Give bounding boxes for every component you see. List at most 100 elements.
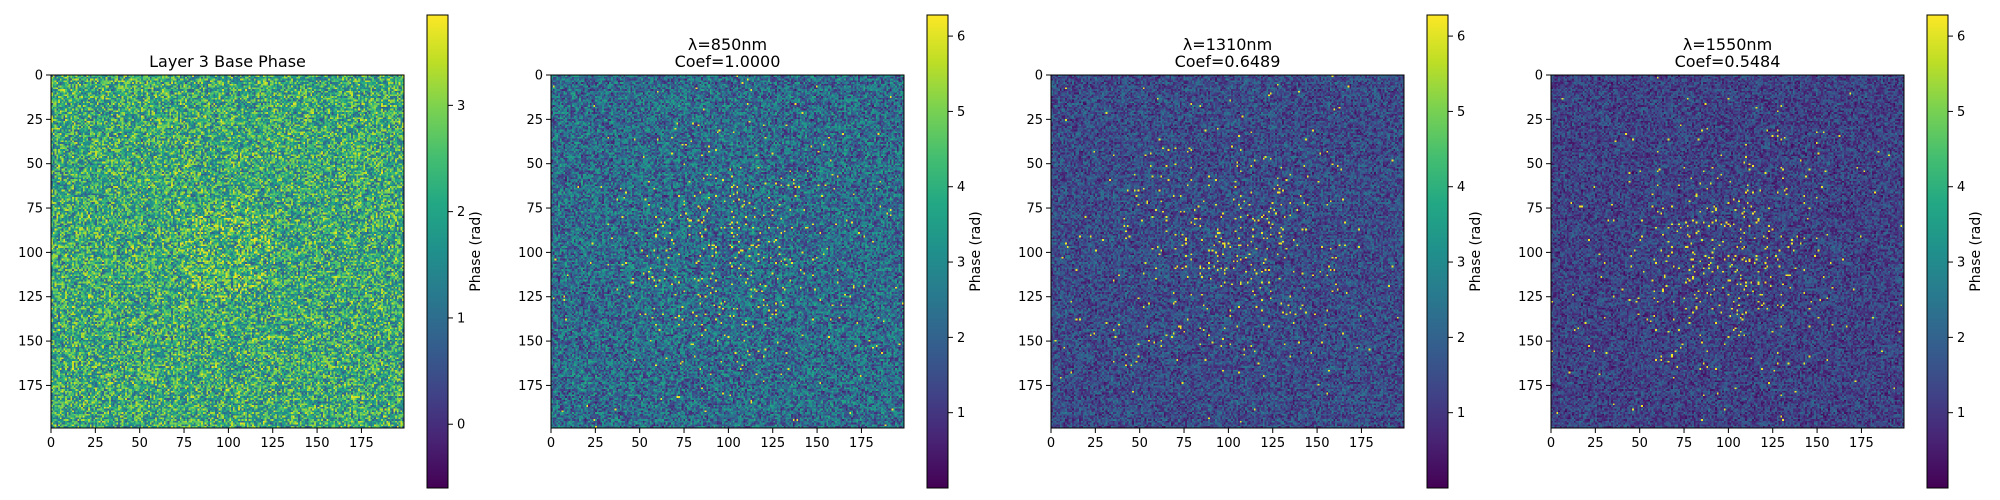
x-tick-label: 125 (760, 436, 785, 451)
x-tick-label: 100 (1216, 436, 1241, 451)
x-tick-label: 0 (1547, 436, 1555, 451)
colorbar-frame (1926, 14, 1949, 489)
y-tick-label: 125 (18, 290, 43, 305)
y-tick-label: 25 (526, 113, 543, 128)
x-tick-label: 175 (849, 436, 874, 451)
colorbar-tick-label: 6 (1957, 30, 1965, 45)
axes-frame (1550, 74, 1905, 429)
colorbar-label: Phase (rad) (468, 211, 484, 291)
colorbar-tick-label: 1 (1957, 406, 1965, 421)
x-tick-label: 125 (1260, 436, 1285, 451)
y-tick-label: 50 (1026, 157, 1043, 172)
y-tick-label: 0 (535, 69, 543, 84)
x-tick-label: 25 (1087, 436, 1104, 451)
colorbar-tick-label: 1 (957, 406, 965, 421)
panel-title-line: Coef=0.6489 (1175, 52, 1281, 71)
colorbar-tick-label: 3 (1457, 256, 1465, 271)
y-tick-label: 150 (518, 335, 543, 350)
y-tick-label: 125 (1018, 290, 1043, 305)
x-tick-label: 50 (131, 436, 148, 451)
colorbar-tick-label: 2 (457, 205, 465, 220)
y-tick-label: 75 (1026, 202, 1043, 217)
y-tick-label: 175 (1018, 379, 1043, 394)
colorbar-tick-label: 3 (1957, 256, 1965, 271)
colorbar-tick-label: 5 (1957, 105, 1965, 120)
y-tick-label: 25 (26, 113, 43, 128)
x-tick-label: 175 (1849, 436, 1874, 451)
y-tick-label: 100 (1018, 246, 1043, 261)
heatmap-image (51, 75, 404, 428)
colorbar-tick-label: 3 (457, 99, 465, 114)
x-tick-label: 100 (1716, 436, 1741, 451)
y-tick-label: 50 (526, 157, 543, 172)
x-tick-label: 50 (631, 436, 648, 451)
y-tick-label: 150 (18, 335, 43, 350)
colorbar-tick-label: 5 (1457, 105, 1465, 120)
x-tick-label: 0 (1047, 436, 1055, 451)
colorbar-tick-label: 0 (457, 418, 465, 433)
colorbar-tick-label: 2 (1957, 331, 1965, 346)
y-tick-label: 175 (518, 379, 543, 394)
x-tick-label: 100 (716, 436, 741, 451)
y-tick-label: 75 (26, 202, 43, 217)
heatmap-image (551, 75, 904, 428)
x-tick-label: 150 (305, 436, 330, 451)
x-tick-label: 75 (676, 436, 693, 451)
heatmap-image (1551, 75, 1904, 428)
colorbar-tick-label: 6 (1457, 30, 1465, 45)
x-tick-label: 150 (805, 436, 830, 451)
y-tick-label: 100 (18, 246, 43, 261)
x-tick-label: 25 (87, 436, 104, 451)
x-tick-label: 50 (1131, 436, 1148, 451)
y-tick-label: 125 (1518, 290, 1543, 305)
x-tick-label: 25 (1587, 436, 1604, 451)
y-tick-label: 25 (1026, 113, 1043, 128)
colorbar-tick-label: 4 (957, 180, 965, 195)
x-tick-label: 25 (587, 436, 604, 451)
y-tick-label: 50 (26, 157, 43, 172)
x-tick-label: 50 (1631, 436, 1648, 451)
axes-frame (1050, 74, 1405, 429)
colorbar-frame (426, 14, 449, 489)
y-tick-label: 0 (1535, 69, 1543, 84)
axes-frame (50, 74, 405, 429)
x-tick-label: 75 (176, 436, 193, 451)
colorbar-frame (926, 14, 949, 489)
y-tick-label: 175 (18, 379, 43, 394)
x-tick-label: 150 (1305, 436, 1330, 451)
x-tick-label: 150 (1805, 436, 1830, 451)
y-tick-label: 0 (1035, 69, 1043, 84)
colorbar-frame (1426, 14, 1449, 489)
colorbar-label: Phase (rad) (1968, 211, 1984, 291)
panel-title-line: Coef=0.5484 (1675, 52, 1781, 71)
colorbar-tick-label: 1 (1457, 406, 1465, 421)
colorbar-label: Phase (rad) (1468, 211, 1484, 291)
y-tick-label: 75 (526, 202, 543, 217)
colorbar-tick-label: 5 (957, 105, 965, 120)
colorbar-tick-label: 4 (1457, 180, 1465, 195)
y-tick-label: 175 (1518, 379, 1543, 394)
panel-title-line: λ=1550nm (1683, 35, 1772, 54)
colorbar-tick-label: 4 (1957, 180, 1965, 195)
y-tick-label: 100 (1518, 246, 1543, 261)
x-tick-label: 175 (1349, 436, 1374, 451)
y-tick-label: 75 (1526, 202, 1543, 217)
colorbar (1427, 15, 1448, 488)
colorbar-tick-label: 1 (457, 311, 465, 326)
y-tick-label: 50 (1526, 157, 1543, 172)
colorbar (927, 15, 948, 488)
colorbar (427, 15, 448, 488)
x-tick-label: 0 (47, 436, 55, 451)
colorbar-tick-label: 2 (957, 331, 965, 346)
axes-frame (550, 74, 905, 429)
panel-title-line: λ=1310nm (1183, 35, 1272, 54)
heatmap-image (1051, 75, 1404, 428)
y-tick-label: 125 (518, 290, 543, 305)
colorbar-tick-label: 3 (957, 256, 965, 271)
colorbar-label: Phase (rad) (968, 211, 984, 291)
colorbar-tick-label: 2 (1457, 331, 1465, 346)
